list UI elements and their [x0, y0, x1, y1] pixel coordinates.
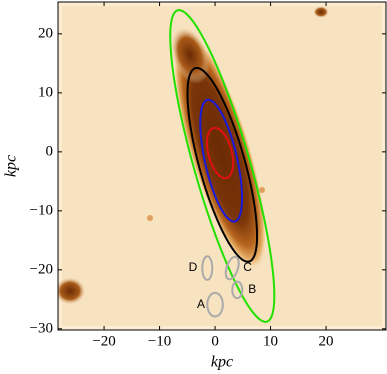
- x-tick-label: −10: [148, 333, 171, 349]
- y-tick-label: −20: [30, 261, 53, 277]
- x-tick-label: 10: [263, 333, 278, 349]
- y-tick-label: −30: [30, 320, 53, 336]
- y-tick-label: 20: [38, 25, 53, 41]
- x-axis-label: kpc: [211, 354, 233, 371]
- region-label: B: [248, 282, 256, 296]
- region-ellipse: [231, 280, 244, 300]
- y-tick-label: 10: [38, 84, 53, 100]
- contour-ellipse: [205, 126, 235, 180]
- y-axis-label: kpc: [3, 155, 20, 177]
- y-tick-label: 0: [46, 143, 54, 159]
- x-tick-label: 0: [211, 333, 219, 349]
- region-ellipse: [206, 291, 224, 318]
- plot-frame: [57, 1, 387, 331]
- y-tick-label: −10: [30, 202, 53, 218]
- contour-ellipse: [169, 9, 276, 323]
- x-tick-label: 20: [319, 333, 334, 349]
- region-ellipse: [224, 255, 240, 281]
- region-label: D: [189, 260, 198, 274]
- region-label: A: [197, 297, 205, 311]
- contour-ellipse: [199, 98, 244, 223]
- contour-ellipse: [186, 66, 259, 263]
- region-ellipse: [201, 255, 214, 281]
- x-tick-label: −20: [92, 333, 115, 349]
- image: [58, 2, 386, 330]
- region-label: C: [243, 260, 252, 274]
